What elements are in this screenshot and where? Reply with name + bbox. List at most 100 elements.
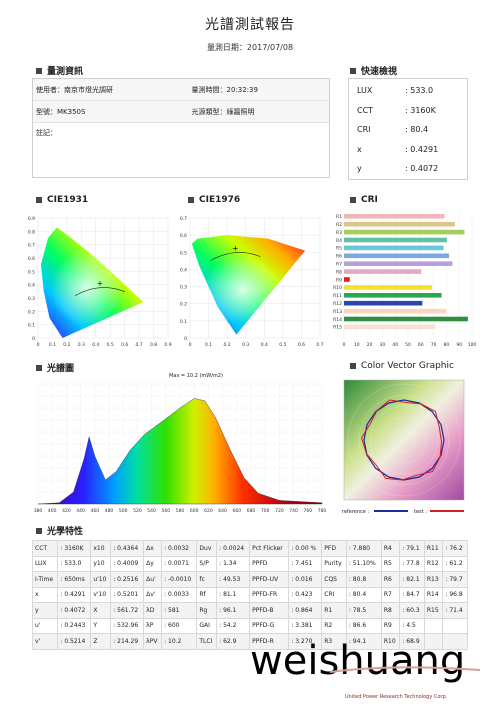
optical-key: PPFD-R	[249, 633, 290, 650]
x-tick-label: 560	[162, 508, 171, 514]
cri-label: R11	[333, 293, 342, 299]
optical-value: : 533.0	[57, 555, 92, 572]
quick-key: CCT	[357, 105, 374, 115]
optical-value: : 94.1	[345, 633, 382, 650]
cie1931-title: CIE1931	[47, 195, 89, 205]
measure-info-title: 量測資訊	[47, 67, 84, 77]
x-tick-label: 520	[133, 508, 142, 514]
x-tick-label: 480	[105, 508, 114, 514]
cri-bar	[344, 253, 450, 259]
x-tick-label: 0	[189, 342, 192, 348]
optical-value: : 3.270	[288, 633, 323, 650]
cri-bar	[344, 300, 423, 306]
quick-view-panel: LUX: 533.0 CCT: 3160K CRI: 80.4 x: 0.4291 y:…	[348, 78, 468, 180]
source-field: 光源類型：綠牆照明	[191, 107, 255, 116]
cri-bar	[344, 316, 468, 322]
optical-value: : -0.0010	[161, 571, 198, 588]
optical-key: Δv'	[143, 586, 163, 603]
optical-value: : 3160K	[57, 540, 92, 557]
optical-value	[442, 617, 468, 634]
x-tick-label: 0.4	[92, 342, 99, 348]
spectrum-chart: 380 400 420 440 460 480 500 520 540 560 580 600 620 6…	[34, 373, 327, 514]
cri-bar	[344, 221, 455, 227]
y-tick-label: 0.7	[180, 216, 187, 222]
optical-key: Δy	[143, 555, 163, 572]
optical-key: λP	[143, 617, 163, 634]
x-tick-label: 0.4	[261, 342, 268, 348]
optical-value: : 0.4291	[57, 586, 92, 603]
cri-heading: CRI	[350, 195, 378, 205]
x-tick-label: 0.2	[63, 342, 70, 348]
cri-label: R8	[336, 269, 342, 275]
optical-key: Purity	[321, 555, 347, 572]
optical-value: : 3.381	[288, 617, 323, 634]
optical-value: : 79.1	[399, 540, 425, 557]
x-tick-label: 50	[405, 342, 411, 348]
optical-value: : 96.8	[442, 586, 468, 603]
x-tick-label: 0.1	[205, 342, 212, 348]
spectrum-area	[37, 398, 323, 505]
x-tick-label: 420	[62, 508, 71, 514]
cri-label: R4	[336, 238, 342, 244]
x-tick-label: 0.5	[279, 342, 286, 348]
optical-key: R15	[423, 602, 444, 619]
optical-value: : 82.1	[399, 571, 425, 588]
measure-info-panel: 使用者：南京市燈光調研 量測時間：20:32:39 型號：MK350S 光源類型…	[32, 78, 330, 178]
optical-title: 光學特性	[47, 527, 84, 537]
cie1931-heading: CIE1931	[36, 195, 88, 205]
optical-value: : 78.5	[345, 602, 382, 619]
optical-key: PPFD-FR	[249, 586, 290, 603]
optical-key: CRI	[321, 586, 347, 603]
y-tick-label: 0.4	[28, 283, 35, 289]
quick-row: x: 0.4291	[349, 140, 467, 160]
y-tick-label: 0	[32, 336, 35, 342]
x-tick-label: 660	[233, 508, 242, 514]
vector-grid-ring	[358, 394, 450, 486]
planckian-locus	[210, 252, 261, 261]
note-field: 註記：	[36, 129, 57, 137]
optical-value: : 60.3	[399, 602, 425, 619]
optical-value: : 1.34	[216, 555, 251, 572]
optical-key: Duv	[196, 540, 218, 557]
cri-bar	[344, 269, 422, 274]
x-tick-label: 60	[418, 342, 424, 348]
cri-label: R1	[336, 214, 342, 220]
x-tick-label: 0.7	[136, 342, 143, 348]
optical-key: v'10	[90, 586, 112, 603]
cri-label: R6	[336, 254, 342, 260]
optical-row: I-Time: 650ms u'10: 0.2516 Δu': -0.0010 fc:…	[31, 571, 468, 588]
x-tick-label: 620	[204, 508, 213, 514]
model-field: 型號：MK350S	[36, 107, 86, 116]
vector-title: Color Vector Graphic	[361, 361, 454, 371]
x-tick-label: 500	[119, 508, 128, 514]
optical-key: TLCI	[196, 633, 218, 650]
note-row: 註記：	[33, 123, 329, 143]
test-legend-label: test :	[414, 509, 427, 515]
optical-row: x: 0.4291 v'10: 0.5201 Δv': 0.0033 Rf: 81.1…	[31, 586, 468, 603]
optical-key: GAI	[196, 617, 218, 634]
optical-key: Pct Flicker	[249, 540, 290, 557]
x-tick-label: 80	[444, 342, 450, 348]
quick-value: : 3160K	[405, 105, 436, 115]
x-tick-label: 580	[176, 508, 185, 514]
section-bullet-icon	[350, 197, 356, 203]
x-tick-label: 640	[218, 508, 227, 514]
time-field: 量測時間：20:32:39	[191, 85, 258, 94]
optical-key	[423, 617, 444, 634]
optical-key: PPFD-G	[249, 617, 290, 634]
optical-value: : 71.4	[442, 602, 468, 619]
vector-grid-ring	[369, 405, 439, 475]
optical-value: : 54.2	[216, 617, 251, 634]
x-tick-label: 740	[289, 508, 298, 514]
optical-key: y10	[90, 555, 112, 572]
optical-key: y	[31, 602, 59, 619]
optical-key: Δx	[143, 540, 163, 557]
optical-value: : 0.864	[288, 602, 323, 619]
cri-bar	[344, 308, 447, 314]
optical-value: : 79.7	[442, 571, 468, 588]
optical-key: R2	[321, 617, 347, 634]
optical-key: PPFD-B	[249, 602, 290, 619]
measure-row: 使用者：南京市燈光調研 量測時間：20:32:39	[33, 79, 329, 101]
y-tick-label: 0.1	[180, 319, 187, 325]
quick-value: : 0.4072	[405, 164, 439, 174]
